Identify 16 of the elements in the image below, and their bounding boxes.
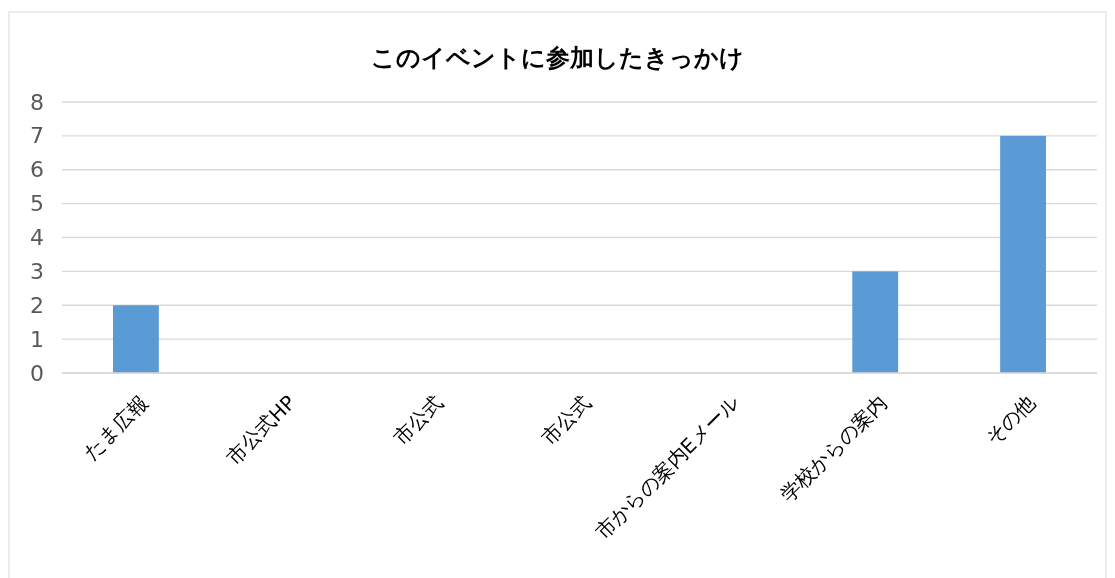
y-tick-label: 7	[30, 123, 44, 149]
chart-title: このイベントに参加したきっかけ	[371, 44, 744, 72]
y-tick-label: 8	[30, 89, 44, 115]
x-tick-label: 市公式	[536, 390, 596, 450]
y-tick-label: 4	[30, 225, 44, 250]
y-tick-label: 2	[30, 292, 44, 318]
y-tick-label: 0	[30, 360, 44, 386]
x-tick-label: 市公式HP	[221, 390, 301, 470]
y-tick-label: 6	[30, 157, 44, 183]
y-tick-label: 5	[30, 191, 44, 217]
x-tick-label: その他	[980, 390, 1040, 450]
x-tick-label: たま広報	[78, 390, 153, 465]
x-tick-label: 学校からの案内	[775, 390, 892, 507]
x-tick-label: 市公式	[388, 390, 449, 450]
y-tick-label: 3	[30, 258, 44, 284]
y-tick-label: 1	[30, 326, 44, 352]
